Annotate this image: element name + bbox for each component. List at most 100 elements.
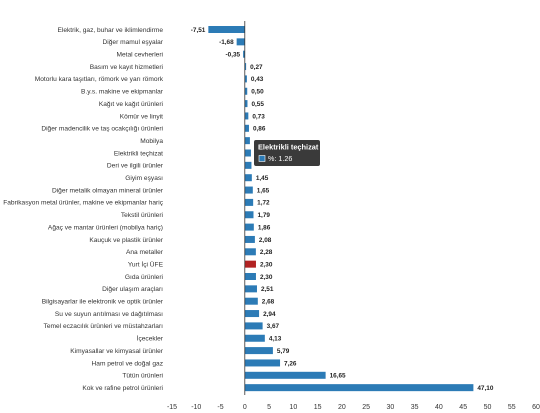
value-label: 1,45 [256,175,269,182]
value-label: 4,13 [269,336,282,343]
category-label: Elektrikli teçhizat [114,150,163,157]
value-label: 7,26 [284,360,297,367]
value-label: 1,65 [257,187,270,194]
x-tick-label: 25 [362,404,370,411]
x-axis-ticks: -15 -10 -5 0 5 10 15 20 25 30 35 40 45 50 55 60 [167,404,540,411]
value-label: 0,50 [251,89,264,96]
value-label: 3,67 [267,323,280,330]
bar-23[interactable] [244,310,260,318]
category-label: Metal cevherleri [116,52,163,59]
category-label: Yurt İçi ÜFE [128,259,164,268]
value-label: 2,68 [262,299,275,306]
bar-12[interactable] [244,174,252,182]
bar-18[interactable] [244,248,256,256]
category-label: Diğer mamul eşyalar [103,39,164,46]
bar-1[interactable] [236,38,245,46]
category-label: Giyim eşyası [125,175,163,182]
bar-9[interactable] [244,137,250,145]
category-label: Basım ve kayıt hizmetleri [90,64,164,71]
bar-25[interactable] [244,334,265,342]
bar-21[interactable] [244,285,257,293]
x-tick-label: 55 [508,404,516,411]
category-label: Gıda ürünleri [125,274,164,281]
bar-6[interactable] [244,100,248,108]
x-tick-label: 45 [459,404,467,411]
tooltip-box [254,140,320,166]
x-tick-label: 60 [532,404,540,411]
category-label: Diğer madencilik ve taş ocakçılığı ürünl… [41,126,163,133]
bar-28[interactable] [244,371,326,379]
category-label: Mobilya [140,138,163,145]
value-label: 2,08 [259,237,272,244]
category-label: Fabrikasyon metal ürünler, makine ve eki… [3,200,163,207]
bar-16[interactable] [244,223,254,231]
bar-20[interactable] [244,273,256,280]
category-label: Ana metaller [126,249,164,256]
category-label: Kauçuk ve plastik ürünler [89,237,163,244]
bar-0[interactable] [208,26,245,33]
category-label: İçecekler [137,334,164,343]
value-label: 0,55 [251,101,264,108]
category-label: Bilgisayarlar ile elektronik ve optik ür… [42,299,164,306]
bars-group [208,26,474,392]
category-label: Motorlu kara taşıtları, römork ve yarı r… [35,76,164,83]
bar-22[interactable] [244,297,258,305]
tooltip-title: Elektrikli teçhizat [258,143,319,152]
category-label: Tekstil ürünleri [121,212,164,219]
value-label: -0,35 [226,52,241,59]
value-label: -1,68 [219,39,234,46]
category-label: Kok ve rafine petrol ürünleri [82,385,163,392]
x-tick-label: 20 [338,404,346,411]
category-label: Tütün ürünleri [122,373,163,380]
value-label: 0,43 [251,76,264,83]
bar-24[interactable] [244,322,263,330]
bar-29[interactable] [244,384,474,392]
bar-7[interactable] [244,112,249,120]
category-label: Kimyasallar ve kimyasal ürünler [70,348,164,355]
bar-14[interactable] [244,198,254,206]
value-label: 2,94 [263,311,276,318]
bar-17[interactable] [244,235,255,243]
category-label: Diğer metalik olmayan mineral ürünler [52,187,164,194]
value-label: 0,27 [250,64,263,71]
value-label: 2,51 [261,286,274,293]
category-label: B.y.s. makine ve ekipmanlar [81,89,164,96]
tooltip-label: %: 1.26 [268,154,292,163]
value-label: 2,30 [260,274,273,281]
x-tick-label: 30 [387,404,395,411]
bar-19[interactable] [244,260,256,268]
bar-26[interactable] [244,347,273,355]
bar-10[interactable] [244,149,251,157]
x-tick-label: -5 [217,404,223,411]
bar-3[interactable] [244,63,247,71]
x-tick-label: -10 [191,404,201,411]
category-label: Deri ve ilgili ürünler [107,163,164,170]
category-label: Ağaç ve mantar ürünleri (mobilya hariç) [48,224,163,231]
value-label: 0,86 [253,126,266,133]
value-label: 0,73 [252,113,265,120]
value-label: 2,30 [260,261,273,268]
bar-2[interactable] [243,50,245,58]
bar-4[interactable] [244,75,247,83]
bar-13[interactable] [244,186,253,194]
value-labels: -7,51 -1,68 -0,35 0,27 0,43 0,50 0,55 0,73 0,86 1… [191,27,494,392]
bar-27[interactable] [244,359,281,367]
bar-11[interactable] [244,161,252,169]
category-label: Diğer ulaşım araçları [102,286,163,293]
value-label: 47,10 [477,385,493,392]
category-label: Elektrik, gaz, buhar ve iklimlendirme [57,27,163,34]
x-tick-label: -15 [167,404,177,411]
x-tick-label: 10 [289,404,297,411]
category-labels: Elektrik, gaz, buhar ve iklimlendirme Diğ… [3,27,164,392]
category-label: Temel eczacılık ürünleri ve müstahzarlar… [44,323,164,330]
category-label: Kağıt ve kağıt ürünleri [99,101,164,108]
bar-8[interactable] [244,124,249,132]
category-label: Su ve suyun arıtılması ve dağıtılması [55,311,163,318]
value-label: 16,65 [330,373,346,380]
bar-15[interactable] [244,211,254,219]
category-label: Kömür ve linyit [120,113,163,120]
bar-5[interactable] [244,87,248,95]
tooltip: Elektrikli teçhizat %: 1.26 [254,140,320,166]
x-tick-label: 50 [484,404,492,411]
